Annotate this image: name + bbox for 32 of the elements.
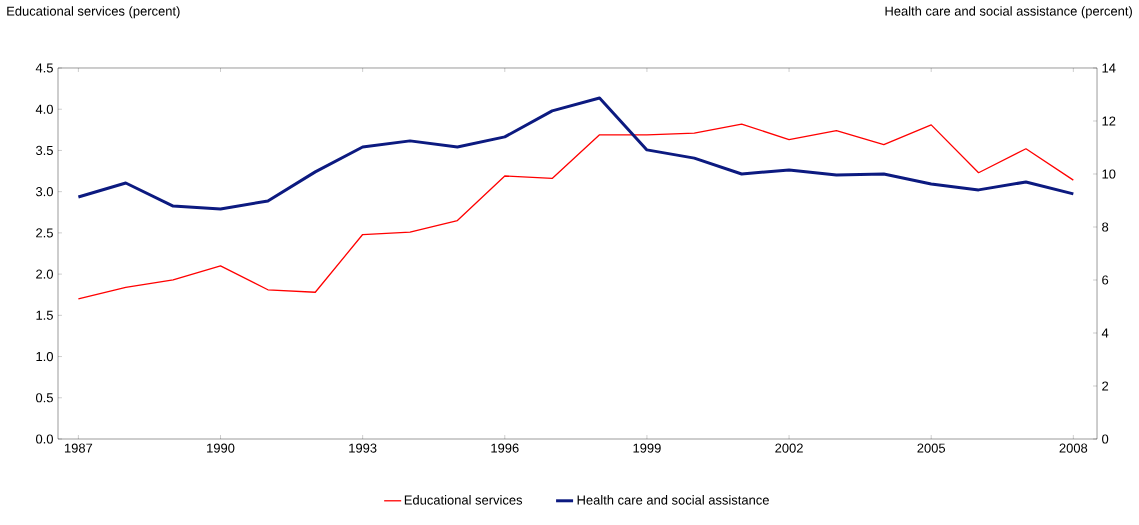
x-tick-label: 1987 <box>64 443 93 453</box>
y-tick-label: 1.0 <box>36 351 53 362</box>
y2-tick-label: 0 <box>1102 434 1109 444</box>
legend-label: Health care and social assistance <box>577 495 769 505</box>
y2-tick-label: 10 <box>1102 169 1116 179</box>
y-tick-label: 3.5 <box>35 145 53 156</box>
y2-axis-title: Health care and social assistance (percent) <box>885 6 1132 19</box>
y2-tick-label: 12 <box>1102 116 1116 126</box>
y-tick-label: 0.5 <box>35 393 53 403</box>
x-tick-label: 2005 <box>917 443 946 453</box>
x-tick-label: 2002 <box>775 443 803 453</box>
x-tick-label: 1993 <box>349 443 377 453</box>
y-axis-title: Educational services (percent) <box>7 6 180 19</box>
line-series <box>77 123 1074 300</box>
y-tick-label: 0.0 <box>35 434 53 444</box>
legend-label: Educational services <box>404 495 523 505</box>
x-tick-label: 1999 <box>633 443 661 453</box>
y-tick-label: 3.0 <box>35 187 53 197</box>
y2-tick-label: 2 <box>1102 381 1109 391</box>
y-tick-label: 4.5 <box>35 63 53 73</box>
y-tick-label: 4.0 <box>35 104 53 114</box>
x-tick-label: 1990 <box>207 443 235 453</box>
x-tick-label: 1996 <box>491 443 519 453</box>
y2-tick-label: 8 <box>1102 222 1109 232</box>
y2-tick-label: 14 <box>1102 63 1116 73</box>
y-tick-label: 2.5 <box>36 228 53 238</box>
line-series <box>76 96 1075 211</box>
y2-tick-label: 4 <box>1101 328 1109 338</box>
y-tick-label: 1.5 <box>36 310 53 320</box>
y2-tick-label: 6 <box>1102 275 1109 285</box>
y-tick-label: 2.0 <box>36 269 53 279</box>
x-tick-label: 2008 <box>1059 443 1088 453</box>
